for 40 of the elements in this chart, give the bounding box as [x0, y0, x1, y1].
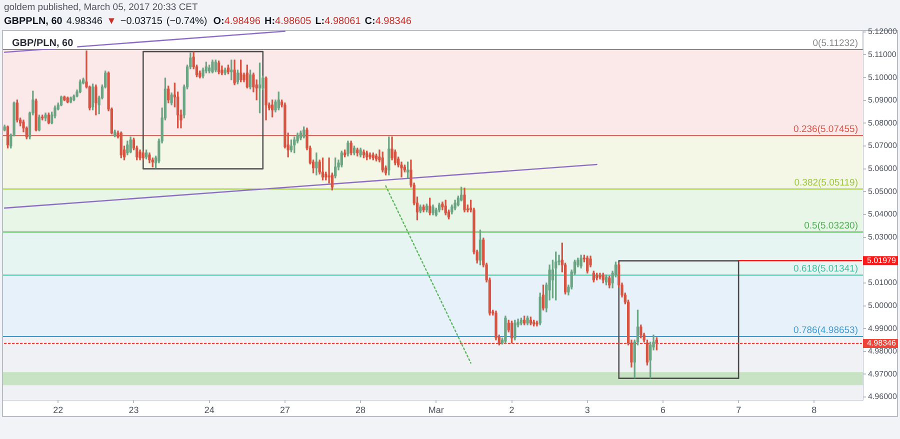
ref-line-label: 0.236(5.07455) — [794, 124, 858, 136]
y-tick-label: 5.01000 — [868, 278, 898, 288]
text: O:4.98496 H:4.98605 L:4.98061 C:4.98346 — [213, 16, 412, 27]
y-tick-label: 5.07000 — [868, 141, 898, 150]
x-tick-label: 8 — [812, 404, 817, 415]
y-tick-label: 4.99000 — [868, 324, 898, 333]
x-tick-label: 27 — [280, 404, 290, 415]
x-tick-label: 6 — [660, 404, 666, 415]
ref-line-label: 0.618(5.01341) — [794, 264, 858, 275]
series-label: 4.98346 — [867, 338, 896, 348]
text: GBP/PLN, 60 — [12, 38, 74, 49]
y-tick-label: 5.03000 — [868, 232, 898, 242]
y-tick-label: 5.08000 — [868, 118, 898, 128]
y-tick-label: 4.97000 — [868, 369, 898, 378]
y-tick-label: 5.09000 — [868, 96, 898, 105]
x-tick-label: 23 — [128, 404, 139, 415]
ref-line-label: 0.382(5.05119) — [794, 177, 858, 188]
x-tick-label: 2 — [509, 404, 514, 415]
y-tick-label: 5.00000 — [868, 300, 898, 310]
y-tick-label: 5.04000 — [868, 210, 898, 219]
x-tick-label: 24 — [204, 404, 214, 415]
ref-line-label: 0.786(4.98653) — [794, 324, 858, 336]
y-tick-label: 5.10000 — [868, 72, 898, 82]
y-tick-label: 5.12000 — [868, 27, 898, 36]
ref-line-label: 0(5.11232) — [812, 38, 858, 49]
text: 4.98346 ▼ −0.03715 (−0.74%) — [66, 16, 208, 27]
x-tick-label: Mar — [428, 404, 444, 415]
y-tick-label: 5.05000 — [868, 186, 898, 196]
y-tick-label: 5.11000 — [868, 50, 897, 59]
y-tick-label: 5.06000 — [868, 164, 898, 174]
x-tick-label: 7 — [736, 404, 742, 415]
y-tick-label: 4.98000 — [868, 346, 898, 356]
x-tick-label: 22 — [53, 404, 64, 415]
text: GBPPLN, 60 — [4, 16, 63, 27]
x-tick-label: 28 — [356, 404, 366, 415]
y-tick-label: 4.96000 — [868, 392, 898, 402]
chart-title: goldem published, March 05, 2017 20:33 CET — [4, 2, 198, 14]
series-label: 5.01979 — [867, 256, 896, 265]
x-tick-label: 3 — [584, 404, 590, 415]
ref-line-label: 0.5(5.03230) — [804, 220, 858, 232]
